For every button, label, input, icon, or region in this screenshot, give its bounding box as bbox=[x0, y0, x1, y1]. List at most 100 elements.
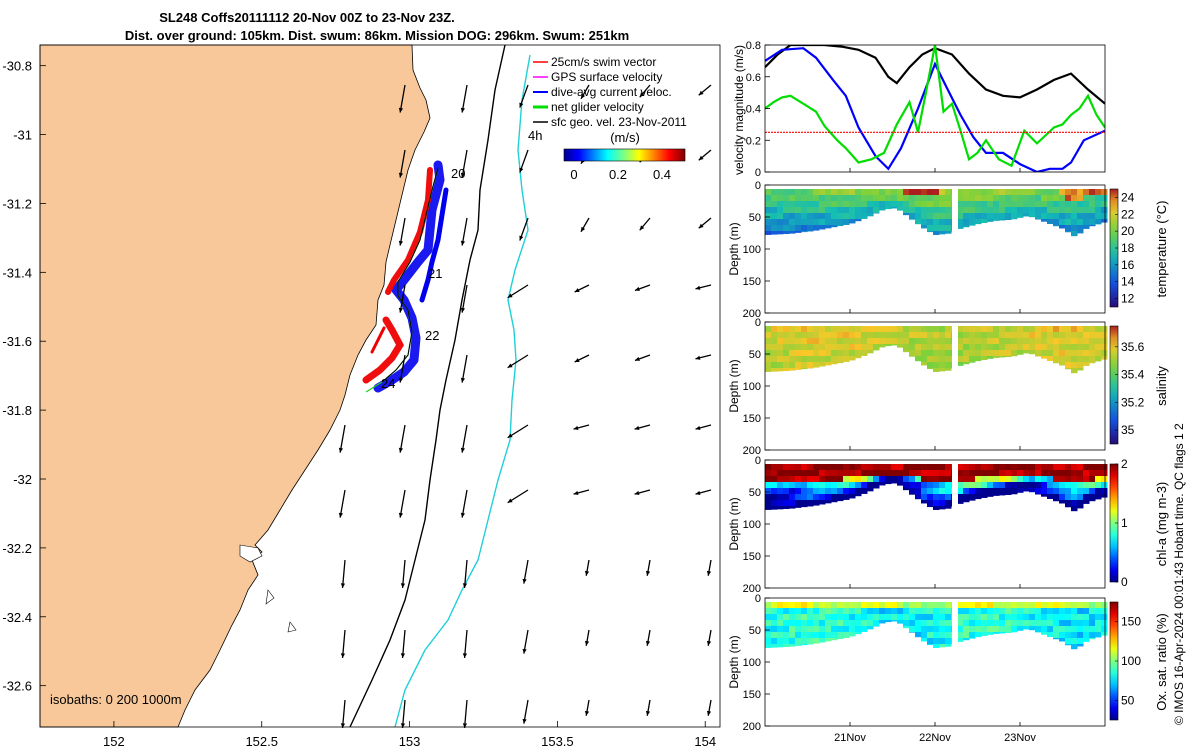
section-cell bbox=[831, 225, 838, 228]
section-cell bbox=[795, 344, 802, 351]
section-cell bbox=[969, 356, 976, 363]
section-cell bbox=[915, 488, 922, 495]
section-cell bbox=[861, 620, 868, 627]
section-cell bbox=[1059, 356, 1066, 363]
section-cell bbox=[813, 638, 820, 644]
section-cell bbox=[1035, 332, 1042, 339]
section-cell bbox=[1035, 344, 1042, 351]
velocity-vector-head bbox=[398, 512, 404, 518]
section-cell bbox=[873, 344, 880, 351]
section-cell bbox=[963, 362, 970, 365]
section-cell bbox=[1065, 195, 1072, 202]
section-cell bbox=[795, 620, 802, 627]
section-cell bbox=[1017, 620, 1024, 627]
section-cell bbox=[963, 488, 970, 495]
section-cell bbox=[957, 326, 964, 333]
section-cell bbox=[795, 626, 802, 633]
section-cell bbox=[801, 356, 808, 363]
section-cell bbox=[1095, 464, 1102, 471]
section-cell bbox=[963, 476, 970, 483]
section-cell bbox=[1017, 344, 1024, 351]
section-cell bbox=[801, 195, 808, 202]
section-cell bbox=[879, 195, 886, 202]
section-cell bbox=[945, 494, 952, 501]
section-cell bbox=[987, 620, 994, 627]
section-cell bbox=[1071, 506, 1078, 512]
colorbar-label: chl-a (mg m-3) bbox=[1154, 482, 1169, 567]
section-cell bbox=[1083, 225, 1090, 229]
section-cell bbox=[1095, 326, 1102, 333]
section-cell bbox=[801, 608, 808, 615]
section-cell bbox=[807, 614, 814, 621]
section-cell bbox=[861, 213, 868, 219]
section-cell bbox=[873, 470, 880, 477]
section-cell bbox=[1095, 201, 1102, 208]
section-cell bbox=[1065, 470, 1072, 477]
section-cell bbox=[1035, 602, 1042, 609]
section-cell bbox=[909, 195, 916, 202]
section-cell bbox=[933, 494, 940, 501]
section-cell bbox=[939, 644, 946, 648]
section-cell bbox=[1089, 494, 1096, 501]
section-cell bbox=[957, 608, 964, 615]
section-cell bbox=[1059, 500, 1066, 504]
section-cell bbox=[1101, 626, 1108, 633]
section-cell bbox=[1041, 189, 1048, 196]
section-cell bbox=[765, 614, 772, 621]
section-cell bbox=[867, 332, 874, 339]
section-cell bbox=[885, 332, 892, 339]
section-cell bbox=[783, 195, 790, 202]
section-cell bbox=[957, 476, 964, 483]
section-cell bbox=[831, 207, 838, 214]
section-cell bbox=[1089, 470, 1096, 477]
velocity-panel: 00.20.40.60.8 velocity magnitude (m/s) bbox=[732, 40, 1106, 179]
section-cell bbox=[1077, 602, 1084, 609]
section-cell bbox=[909, 464, 916, 471]
section-cell bbox=[1053, 488, 1060, 495]
section-cell bbox=[975, 494, 982, 500]
section-cell bbox=[975, 482, 982, 489]
section-cell bbox=[1059, 225, 1066, 229]
time-tick-label: 21Nov bbox=[834, 732, 866, 744]
section-y-tick-label: 100 bbox=[743, 657, 761, 669]
section-cell bbox=[1071, 231, 1078, 237]
colorbar-label: Ox. sat. ratio (%) bbox=[1154, 613, 1169, 711]
section-cell bbox=[831, 213, 838, 220]
section-cell bbox=[867, 608, 874, 615]
section-cell bbox=[771, 189, 778, 196]
section-cell bbox=[999, 201, 1006, 208]
velocity-vector bbox=[399, 149, 406, 178]
colorbar-tick-0.2: 0.2 bbox=[609, 167, 627, 182]
section-cell bbox=[957, 225, 964, 229]
section-cell bbox=[1089, 620, 1096, 627]
section-cell bbox=[783, 632, 790, 639]
section-cell bbox=[915, 338, 922, 345]
section-cell bbox=[843, 332, 850, 339]
section-cell bbox=[1053, 632, 1060, 639]
section-cell bbox=[993, 356, 1000, 358]
section-cell bbox=[897, 608, 904, 615]
section-cell bbox=[1089, 225, 1096, 227]
section-y-tick-label: 200 bbox=[743, 721, 761, 733]
velocity-vector bbox=[399, 424, 406, 453]
section-cell bbox=[819, 638, 826, 643]
section-cell bbox=[783, 338, 790, 345]
section-cell bbox=[1059, 602, 1066, 609]
section-cell bbox=[1095, 219, 1102, 225]
section-cell bbox=[909, 608, 916, 615]
time-tick-label: 22Nov bbox=[919, 732, 951, 744]
section-cell bbox=[885, 482, 892, 485]
velocity-vector bbox=[401, 559, 406, 588]
section-cell bbox=[975, 189, 982, 196]
section-cell bbox=[1089, 632, 1096, 639]
section-cell bbox=[975, 207, 982, 214]
section-cell bbox=[939, 482, 946, 489]
section-cell bbox=[915, 201, 922, 208]
section-cell bbox=[945, 213, 952, 220]
section-cell bbox=[831, 626, 838, 633]
section-cell bbox=[873, 326, 880, 333]
section-cell bbox=[1101, 482, 1108, 489]
section-cell bbox=[1035, 195, 1042, 202]
section-cell bbox=[981, 488, 988, 495]
section-cell bbox=[789, 225, 796, 232]
